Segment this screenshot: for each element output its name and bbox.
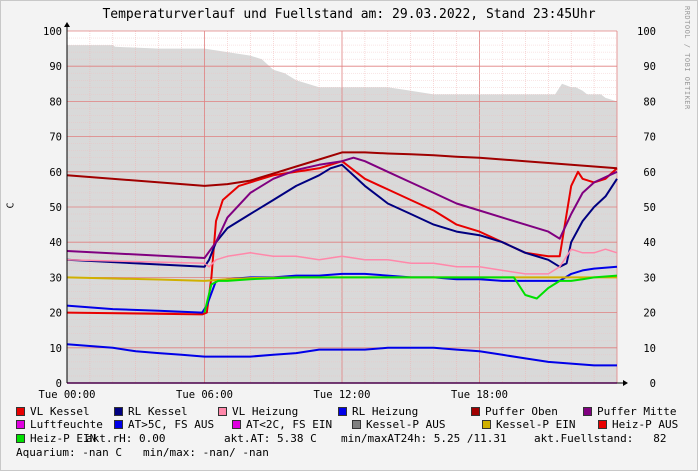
info-at: akt.AT: 5.38 C <box>224 432 317 445</box>
y-tick-label-right: 100 <box>637 26 656 38</box>
legend-swatch <box>16 434 25 443</box>
x-tick-label: Tue 12:00 <box>314 389 371 401</box>
legend-label: RL Kessel <box>128 405 188 418</box>
y-tick-label-left: 20 <box>49 308 62 320</box>
legend-swatch <box>114 407 123 416</box>
y-tick-label-right: 50 <box>643 202 656 214</box>
y-tick-label-left: 40 <box>49 237 62 249</box>
y-tick-label-right: 30 <box>643 272 656 284</box>
y-tick-label-right: 90 <box>643 61 656 73</box>
legend-swatch <box>471 407 480 416</box>
y-tick-label-left: 70 <box>49 132 62 144</box>
y-tick-label-left: 0 <box>56 378 62 390</box>
series-line-rl-kessel <box>66 163 618 268</box>
series-line-vl-heizung <box>66 248 618 275</box>
y-tick-label-right: 80 <box>643 96 656 108</box>
legend-label: RL Heizung <box>352 405 419 418</box>
legend-swatch <box>16 420 25 429</box>
y-tick-label-right: 40 <box>643 237 656 249</box>
x-axis-arrow <box>623 380 628 386</box>
series-line-heiz-p-ein <box>203 274 618 313</box>
legend-swatch <box>338 407 347 416</box>
series-line-at-5c-fs-aus <box>66 343 617 367</box>
legend-label: Heiz-P AUS <box>612 418 679 431</box>
series-line-vl-kessel <box>66 160 618 316</box>
info-aquarium-minmax: min/max: -nan/ -nan <box>143 446 269 459</box>
legend-label: AT>5C, FS AUS <box>128 418 215 431</box>
x-tick-label: Tue 06:00 <box>176 389 233 401</box>
y-tick-label-left: 50 <box>49 202 62 214</box>
y-tick-label-right: 70 <box>643 132 656 144</box>
legend-swatch <box>16 407 25 416</box>
series-line-puffer-mitte <box>66 156 618 259</box>
series-line-puffer-oben <box>66 151 618 187</box>
legend-label: Heiz-P EIN <box>30 432 97 445</box>
legend-label: Kessel-P EIN <box>496 418 576 431</box>
y-tick-label-left: 10 <box>49 343 62 355</box>
legend-label: VL Heizung <box>232 405 299 418</box>
legend-label: Luftfeuchte <box>30 418 103 431</box>
y-tick-label-right: 0 <box>650 378 656 390</box>
y-tick-label-left: 100 <box>43 26 62 38</box>
y-tick-label-left: 30 <box>49 272 62 284</box>
legend-label: Kessel-P AUS <box>366 418 446 431</box>
legend-label: Puffer Oben <box>485 405 558 418</box>
legend-swatch <box>218 407 227 416</box>
y-tick-label-right: 20 <box>643 308 656 320</box>
legend-label: VL Kessel <box>30 405 90 418</box>
y-tick-label-left: 60 <box>49 167 62 179</box>
info-aquarium: Aquarium: -nan C <box>16 446 122 459</box>
y-tick-label-left: 90 <box>49 61 62 73</box>
chart-title: Temperaturverlauf und Fuellstand am: 29.… <box>102 7 596 22</box>
legend-label: AT<2C, FS EIN <box>246 418 333 431</box>
legend-swatch <box>482 420 491 429</box>
series-line-rl-heizung <box>66 265 618 314</box>
legend-swatch <box>232 420 241 429</box>
y-tick-label-right: 10 <box>643 343 656 355</box>
legend-swatch <box>583 407 592 416</box>
y-axis-arrow <box>64 22 70 27</box>
x-tick-label: Tue 00:00 <box>39 389 96 401</box>
info-minmax-at: min/maxAT24h: 5.25 /11.31 <box>341 432 507 445</box>
info-fuellstand: akt.Fuellstand: 82 <box>534 432 667 445</box>
legend-label: Puffer Mitte <box>597 405 677 418</box>
legend-swatch <box>114 420 123 429</box>
y-tick-label-right: 60 <box>643 167 656 179</box>
y-tick-label-left: 80 <box>49 96 62 108</box>
legend-swatch <box>598 420 607 429</box>
x-tick-label: Tue 18:00 <box>451 389 508 401</box>
credit-label: RRDTOOL / TOBI OETIKER <box>683 6 691 110</box>
legend-swatch <box>352 420 361 429</box>
info-rh: akt.rH: 0.00 <box>86 432 166 445</box>
